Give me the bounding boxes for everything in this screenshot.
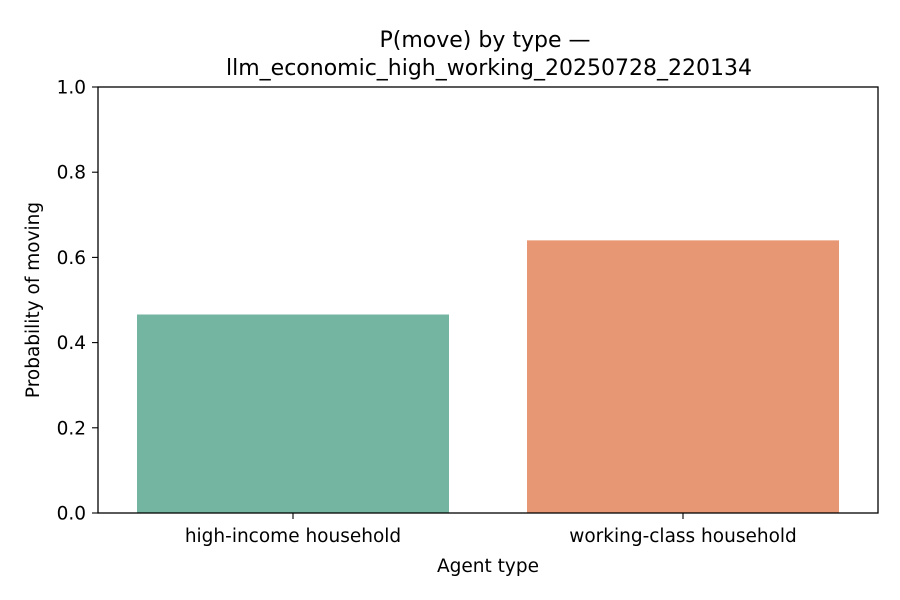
y-tick-label: 0.6: [57, 248, 86, 269]
x-tick-label: high-income household: [185, 526, 401, 547]
bars-layer: [137, 240, 839, 514]
chart-title-line-2: llm_economic_high_working_20250728_22013…: [226, 56, 752, 81]
y-tick-label: 0.2: [57, 418, 86, 439]
x-axis-label: Agent type: [437, 556, 539, 577]
chart-title-line-1: P(move) by type —: [380, 28, 591, 53]
y-tick-label: 1.0: [57, 78, 86, 99]
x-tick-label: working-class household: [569, 526, 797, 547]
plot-area-frame: [97, 86, 879, 514]
y-axis-ticks: 0.0 0.2 0.4 0.6 0.8 1.0: [57, 78, 98, 525]
y-axis-label: Probability of moving: [23, 202, 44, 398]
y-tick-label: 0.0: [57, 504, 86, 525]
y-tick-label: 0.4: [57, 333, 86, 354]
x-axis-ticks: high-income household working-class house…: [185, 513, 797, 547]
bar-working-class-household: [527, 240, 839, 514]
y-tick-label: 0.8: [57, 163, 86, 184]
bar-high-income-household: [137, 314, 449, 513]
